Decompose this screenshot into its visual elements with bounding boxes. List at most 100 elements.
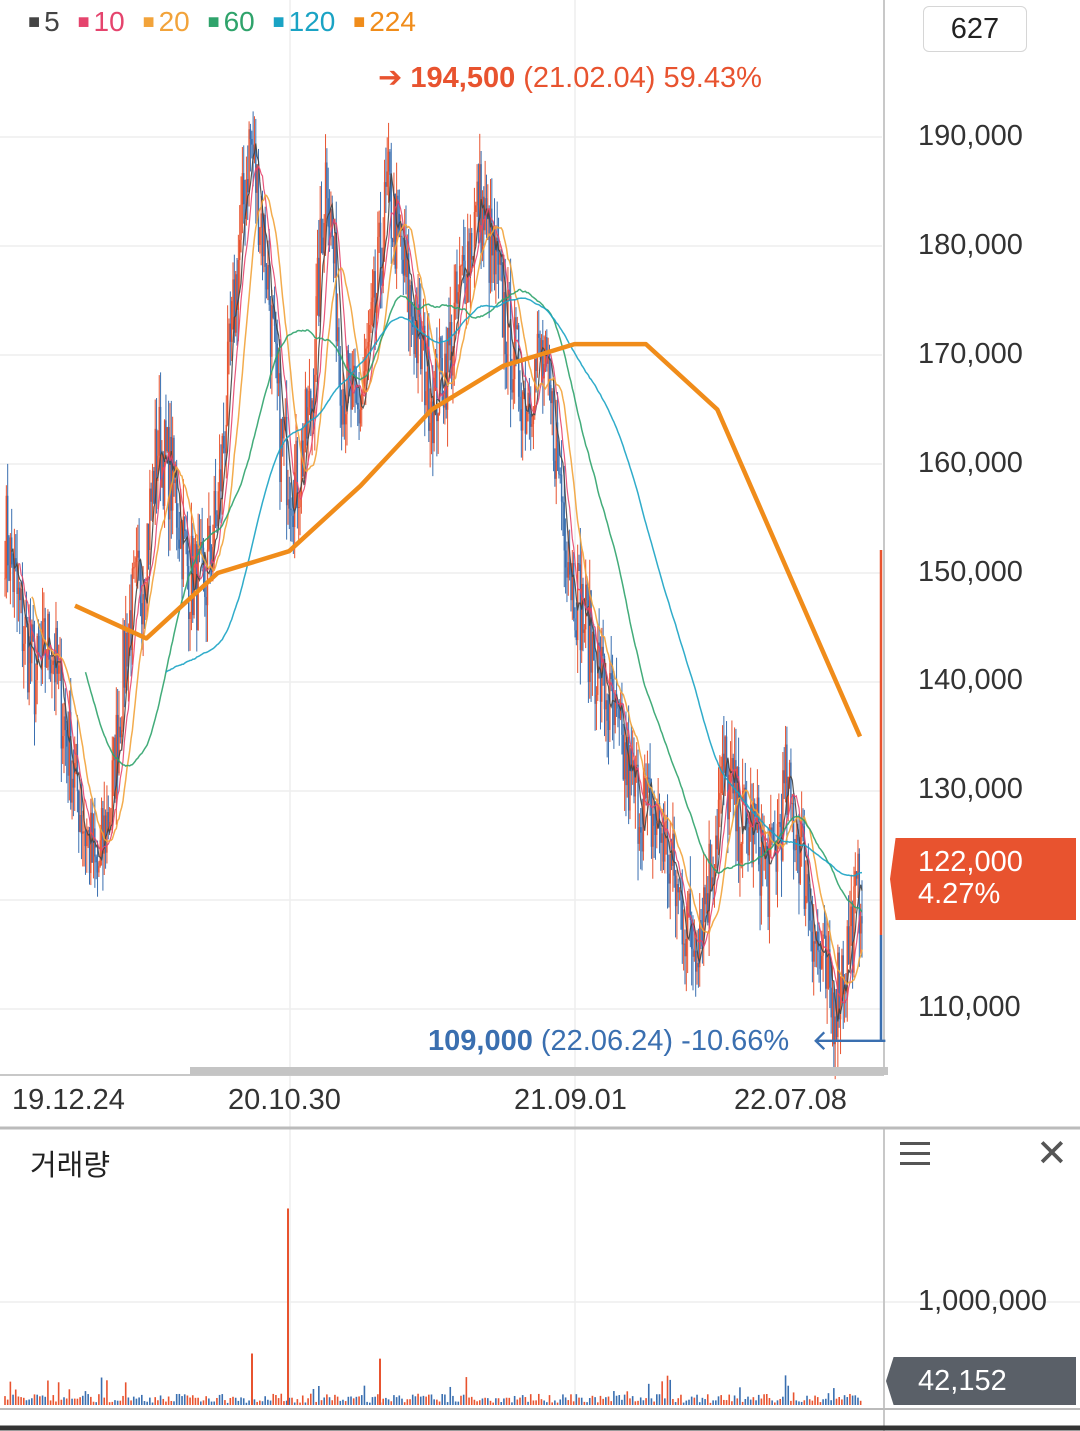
volume-bar <box>12 1394 14 1405</box>
volume-bar <box>277 1398 280 1405</box>
legend-item-ma224[interactable]: ■ 224 <box>353 6 416 37</box>
volume-bar <box>564 1397 567 1405</box>
y-tick-label: 180,000 <box>918 229 1023 261</box>
candle-body <box>126 632 128 667</box>
volume-bar <box>623 1394 626 1405</box>
candle-body <box>543 363 545 379</box>
candle-body <box>166 427 168 452</box>
volume-bar <box>159 1395 162 1405</box>
candle-body <box>76 744 79 791</box>
candle-body <box>284 416 287 431</box>
candle-body <box>8 565 10 581</box>
volume-bar <box>690 1396 693 1405</box>
volume-bar <box>605 1397 607 1405</box>
volume-bar <box>299 1402 301 1405</box>
volume-bar <box>221 1394 224 1405</box>
candle-body <box>613 702 615 726</box>
candle-body <box>736 766 738 832</box>
candle-body <box>483 196 485 231</box>
candle-body <box>723 753 725 773</box>
candle-body <box>708 843 710 923</box>
volume-bar <box>658 1394 661 1405</box>
volume-bar <box>377 1394 379 1405</box>
candle-body <box>462 254 465 261</box>
legend-item-ma20[interactable]: ■ 20 <box>142 6 190 37</box>
volume-bar <box>529 1394 532 1405</box>
candle-body <box>12 564 14 592</box>
candle-body <box>694 950 697 972</box>
candle-body <box>87 829 89 833</box>
candle-body <box>393 193 395 243</box>
volume-bar <box>819 1402 822 1405</box>
candle-count-box[interactable]: 627 <box>923 6 1027 52</box>
candle-body <box>743 787 745 791</box>
volume-bar <box>403 1402 406 1405</box>
candle-body <box>391 238 394 243</box>
volume-bar <box>653 1401 655 1405</box>
menu-icon[interactable] <box>900 1142 930 1166</box>
candle-body <box>586 584 588 601</box>
candle-body <box>6 495 9 566</box>
volume-bar <box>586 1402 588 1405</box>
candle-body <box>322 237 324 254</box>
legend-item-ma60[interactable]: ■ 60 <box>207 6 255 37</box>
candle-body <box>598 642 600 648</box>
volume-bar <box>309 1393 312 1405</box>
volume-bar <box>580 1397 583 1405</box>
candle-body <box>521 392 524 431</box>
candle-body <box>626 736 628 786</box>
volume-bar <box>409 1399 411 1405</box>
candle-body <box>709 843 712 890</box>
volume-bar <box>360 1395 363 1405</box>
volume-bar <box>138 1397 140 1405</box>
volume-bar <box>291 1397 293 1405</box>
candle-body <box>43 618 45 622</box>
candle-body <box>111 760 113 809</box>
candle-body <box>681 900 683 945</box>
volume-bar <box>111 1401 114 1405</box>
candle-body <box>267 265 269 290</box>
low-price: 109,000 <box>428 1025 533 1057</box>
candle-body <box>123 625 126 688</box>
candle-body <box>594 660 596 704</box>
legend-item-ma10[interactable]: ■ 10 <box>77 6 125 37</box>
candle-body <box>788 762 791 777</box>
candle-body <box>65 730 68 747</box>
ma-legend[interactable]: ■ 5 ■ 10 ■ 20 ■ 60 ■ 120 ■ 224 <box>28 6 426 38</box>
volume-bar <box>14 1389 17 1405</box>
candle-body <box>674 875 677 907</box>
legend-item-ma5[interactable]: ■ 5 <box>28 6 60 37</box>
volume-bar <box>234 1397 237 1405</box>
candle-body <box>112 737 115 761</box>
candle-body <box>52 660 54 665</box>
candle-body <box>107 812 109 828</box>
candle-body <box>133 567 135 569</box>
candle-body <box>662 833 665 862</box>
volume-bar <box>674 1402 677 1405</box>
volume-bar <box>197 1397 199 1405</box>
candle-body <box>387 151 390 172</box>
candle-body <box>370 302 372 325</box>
candle-body <box>775 845 777 872</box>
volume-bar <box>108 1402 111 1405</box>
candle-body <box>283 430 285 439</box>
candle-body <box>332 236 335 264</box>
volume-bar <box>358 1396 360 1405</box>
volume-bar <box>647 1383 650 1405</box>
close-icon[interactable]: ✕ <box>1036 1133 1068 1175</box>
candle-body <box>759 864 761 896</box>
volume-bar <box>811 1400 814 1405</box>
volume-bar <box>715 1400 717 1405</box>
volume-bar <box>583 1401 586 1405</box>
volume-bar <box>307 1398 309 1405</box>
volume-bar <box>521 1395 524 1405</box>
candle-body <box>641 832 643 852</box>
candle-body <box>487 208 489 217</box>
candle-body <box>4 578 6 580</box>
volume-bar <box>757 1394 760 1405</box>
candle-body <box>800 823 803 838</box>
volume-bar <box>240 1397 242 1405</box>
legend-item-ma120[interactable]: ■ 120 <box>272 6 336 37</box>
